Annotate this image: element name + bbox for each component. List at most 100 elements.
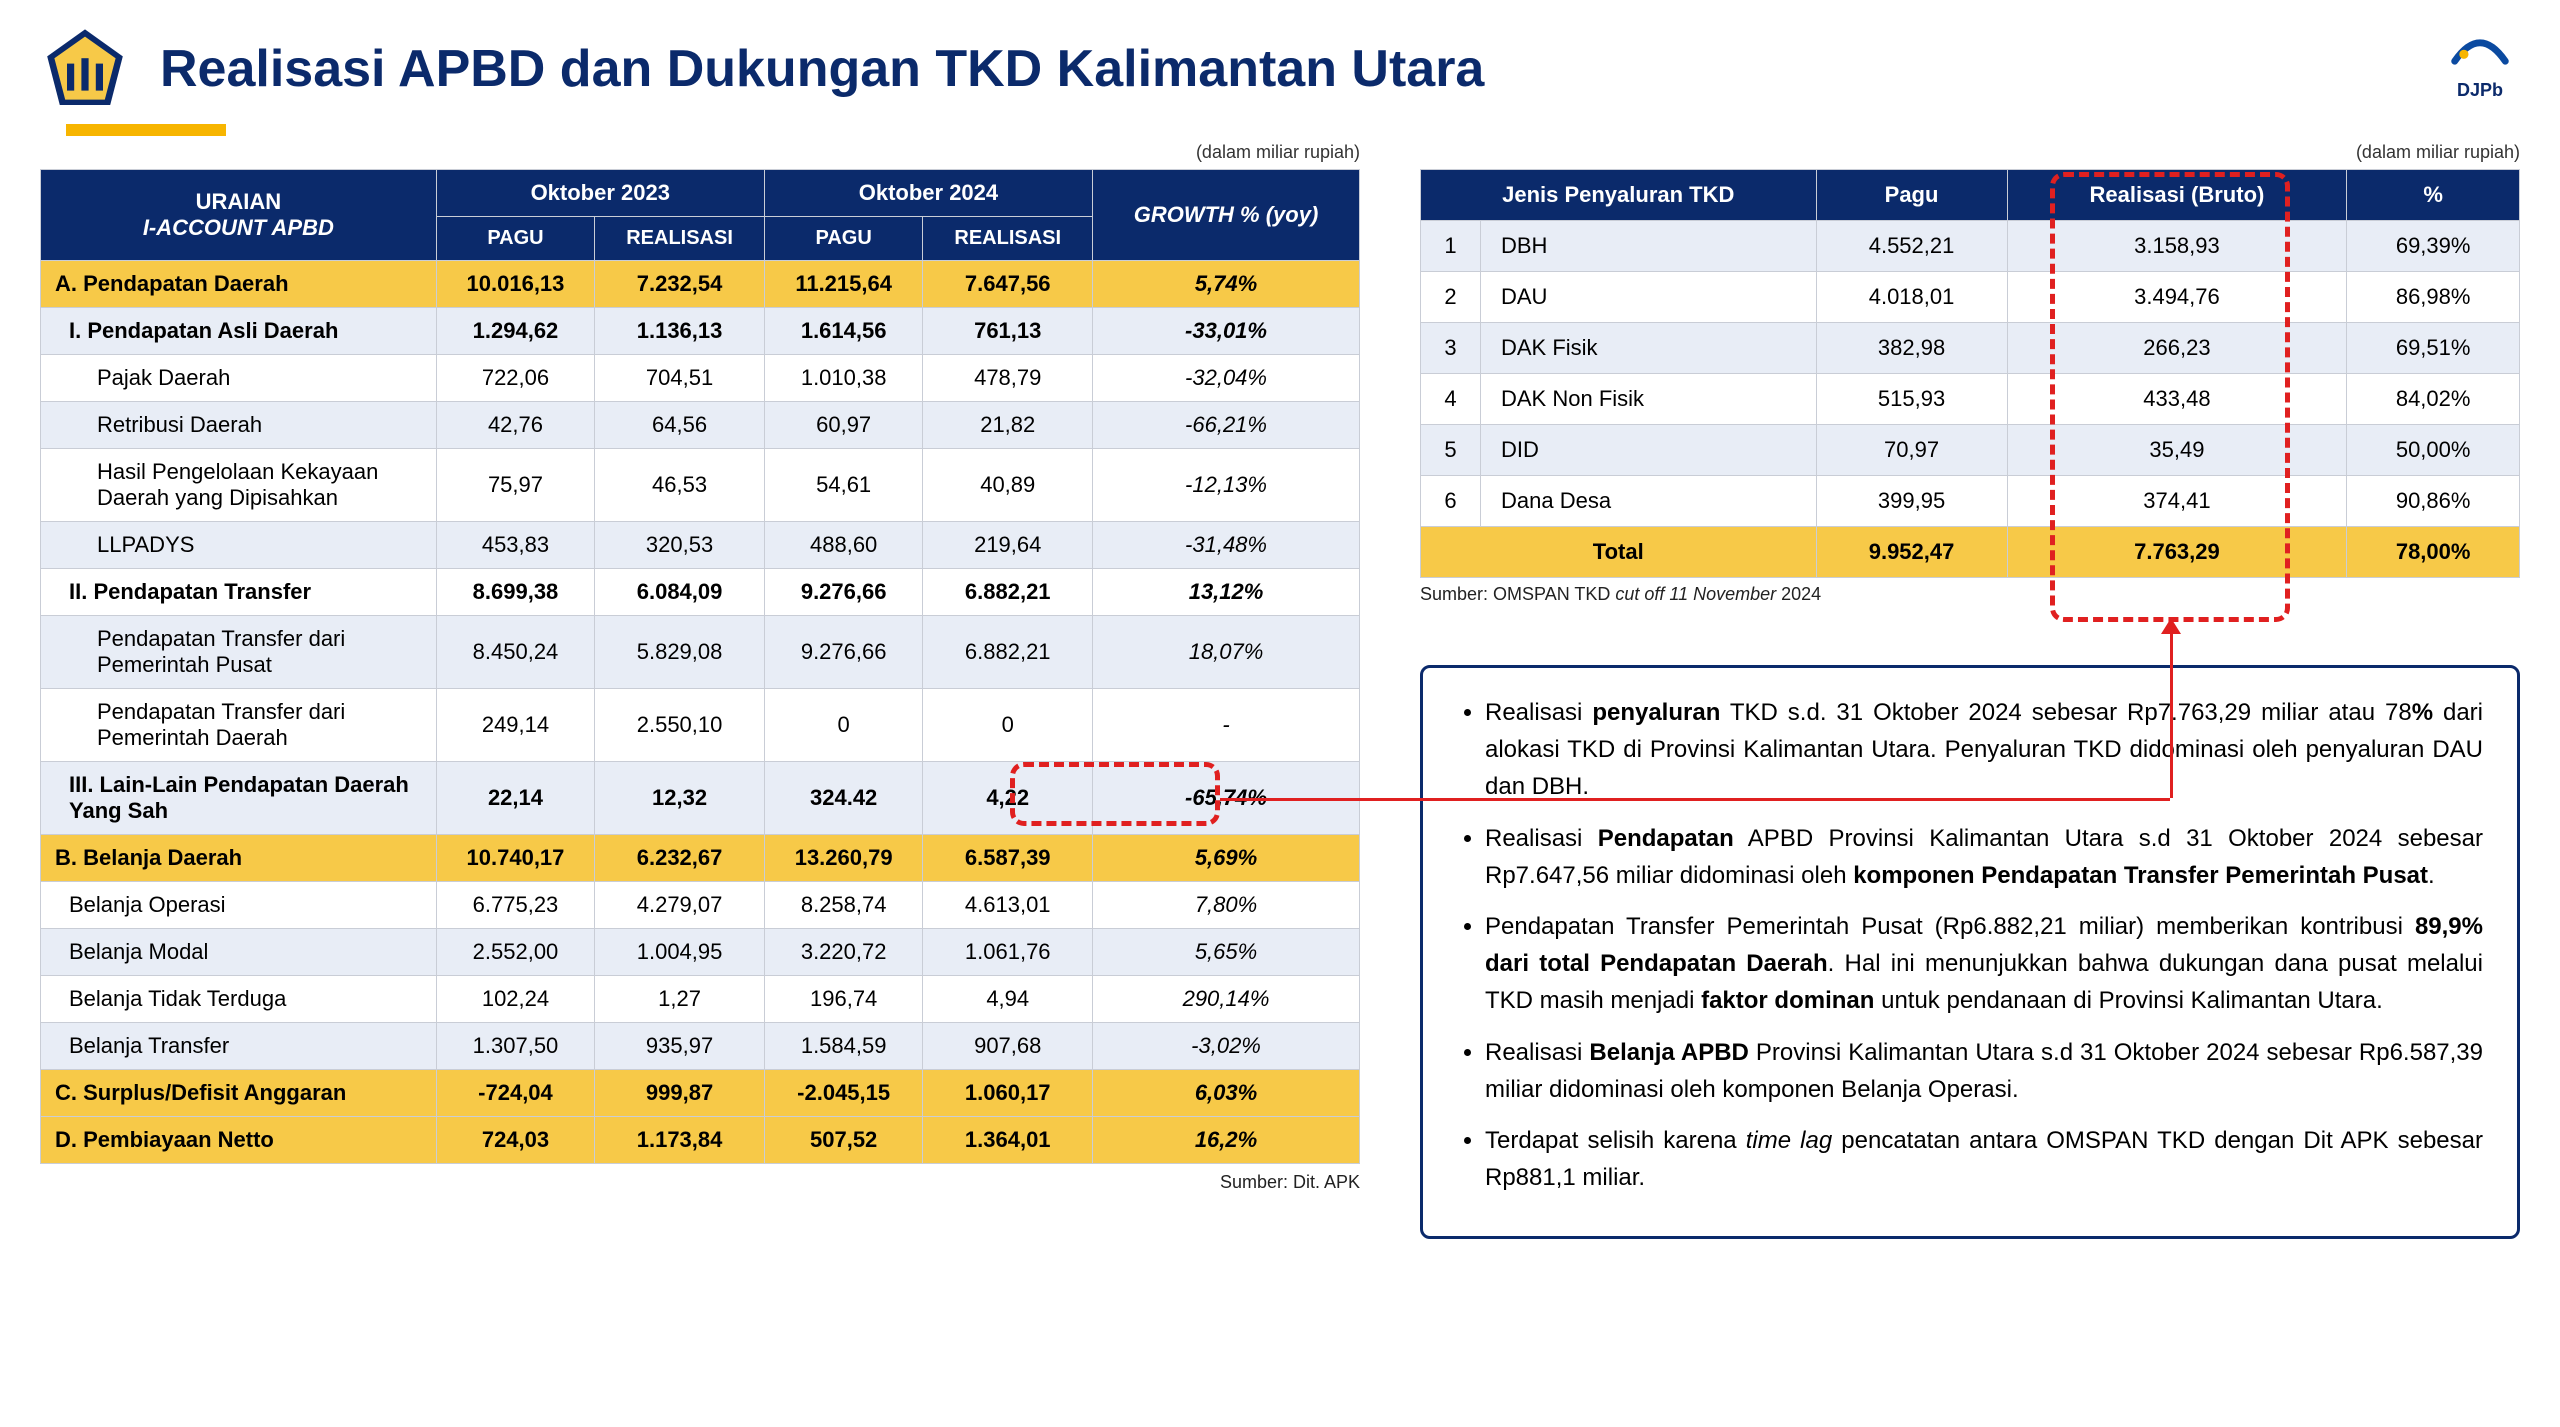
cell-value: 69,39% [2347,221,2520,272]
cell-name: Dana Desa [1481,476,1817,527]
tkd-row: 3DAK Fisik382,98266,2369,51% [1421,323,2520,374]
apbd-row: I. Pendapatan Asli Daerah1.294,621.136,1… [41,308,1360,355]
cell-value: 478,79 [923,355,1093,402]
cell-value: 7.647,56 [923,261,1093,308]
right-block: (dalam miliar rupiah) Jenis Penyaluran T… [1420,142,2520,1239]
cell-total-label: Total [1421,527,1817,578]
cell-name: DBH [1481,221,1817,272]
col-2023: Oktober 2023 [436,170,764,217]
cell-value: 40,89 [923,449,1093,522]
cell-label: Belanja Transfer [41,1023,437,1070]
cell-value: 1.294,62 [436,308,595,355]
apbd-row: Hasil Pengelolaan Kekayaan Daerah yang D… [41,449,1360,522]
cell-value: 219,64 [923,522,1093,569]
cell-label: D. Pembiayaan Netto [41,1117,437,1164]
cell-name: DAK Non Fisik [1481,374,1817,425]
tkd-row: 5DID70,9735,4950,00% [1421,425,2520,476]
cell-value: 724,03 [436,1117,595,1164]
cell-value: 3.220,72 [764,929,923,976]
cell-value: 50,00% [2347,425,2520,476]
cell-growth: - [1093,689,1360,762]
tkd-table: Jenis Penyaluran TKD Pagu Realisasi (Bru… [1420,169,2520,578]
cell-value: 5.829,08 [595,616,765,689]
apbd-row: D. Pembiayaan Netto724,031.173,84507,521… [41,1117,1360,1164]
cell-value: 1.061,76 [923,929,1093,976]
cell-value: 9.276,66 [764,616,923,689]
cell-value: 1.010,38 [764,355,923,402]
cell-growth: 13,12% [1093,569,1360,616]
cell-value: 6.084,09 [595,569,765,616]
cell-value: 60,97 [764,402,923,449]
cell-value: 10.016,13 [436,261,595,308]
djpb-logo-icon: DJPb [2440,29,2520,109]
cell-label: A. Pendapatan Daerah [41,261,437,308]
cell-growth: 5,69% [1093,835,1360,882]
apbd-row: Pajak Daerah722,06704,511.010,38478,79-3… [41,355,1360,402]
apbd-row: III. Lain-Lain Pendapatan Daerah Yang Sa… [41,762,1360,835]
cell-value: 0 [764,689,923,762]
cell-value: 10.740,17 [436,835,595,882]
cell-value: 2.550,10 [595,689,765,762]
bullet-5: Terdapat selisih karena time lag pencata… [1485,1122,2483,1196]
cell-label: C. Surplus/Defisit Anggaran [41,1070,437,1117]
cell-value: 515,93 [1816,374,2007,425]
cell-label: Belanja Tidak Terduga [41,976,437,1023]
cell-value: 374,41 [2007,476,2347,527]
cell-value: 69,51% [2347,323,2520,374]
cell-value: 35,49 [2007,425,2347,476]
cell-value: 1.584,59 [764,1023,923,1070]
col-tkd-pct: % [2347,170,2520,221]
cell-value: 102,24 [436,976,595,1023]
cell-value: 1.173,84 [595,1117,765,1164]
cell-value: 1.004,95 [595,929,765,976]
col-tkd-pagu: Pagu [1816,170,2007,221]
cell-growth: 5,74% [1093,261,1360,308]
cell-value: -2.045,15 [764,1070,923,1117]
kemenkeu-logo-icon [40,24,130,114]
cell-growth: 7,80% [1093,882,1360,929]
cell-value: 42,76 [436,402,595,449]
cell-growth: 290,14% [1093,976,1360,1023]
header: Realisasi APBD dan Dukungan TKD Kalimant… [40,24,2520,114]
apbd-row: Belanja Tidak Terduga102,241,27196,744,9… [41,976,1360,1023]
cell-name: DID [1481,425,1817,476]
cell-value: 722,06 [436,355,595,402]
apbd-source: Sumber: Dit. APK [40,1172,1360,1193]
cell-value: 0 [923,689,1093,762]
cell-value: 13.260,79 [764,835,923,882]
col-2024: Oktober 2024 [764,170,1092,217]
cell-label: Belanja Modal [41,929,437,976]
cell-value: 453,83 [436,522,595,569]
cell-value: 6.587,39 [923,835,1093,882]
apbd-row: Pendapatan Transfer dari Pemerintah Pusa… [41,616,1360,689]
cell-value: 324.42 [764,762,923,835]
cell-value: 54,61 [764,449,923,522]
cell-value: 4,94 [923,976,1093,1023]
cell-value: 1.136,13 [595,308,765,355]
col-jenis: Jenis Penyaluran TKD [1421,170,1817,221]
col-uraian: URAIAN [55,189,422,215]
col-pagu-24: PAGU [764,217,923,261]
cell-growth: -32,04% [1093,355,1360,402]
cell-growth: -65,74% [1093,762,1360,835]
cell-value: 11.215,64 [764,261,923,308]
cell-value: 8.699,38 [436,569,595,616]
cell-value: 399,95 [1816,476,2007,527]
cell-value: 488,60 [764,522,923,569]
cell-label: Pendapatan Transfer dari Pemerintah Pusa… [41,616,437,689]
cell-value: 6.882,21 [923,616,1093,689]
cell-value: 70,97 [1816,425,2007,476]
cell-value: 1.060,17 [923,1070,1093,1117]
cell-value: 6.232,67 [595,835,765,882]
page-title: Realisasi APBD dan Dukungan TKD Kalimant… [160,39,2410,99]
cell-value: 320,53 [595,522,765,569]
bullet-3: Pendapatan Transfer Pemerintah Pusat (Rp… [1485,908,2483,1020]
cell-value: 12,32 [595,762,765,835]
cell-value: 4.613,01 [923,882,1093,929]
cell-name: DAU [1481,272,1817,323]
cell-value: 382,98 [1816,323,2007,374]
apbd-table: URAIAN I-ACCOUNT APBD Oktober 2023 Oktob… [40,169,1360,1164]
cell-label: Hasil Pengelolaan Kekayaan Daerah yang D… [41,449,437,522]
cell-value: 21,82 [923,402,1093,449]
bullet-4: Realisasi Belanja APBD Provinsi Kalimant… [1485,1034,2483,1108]
